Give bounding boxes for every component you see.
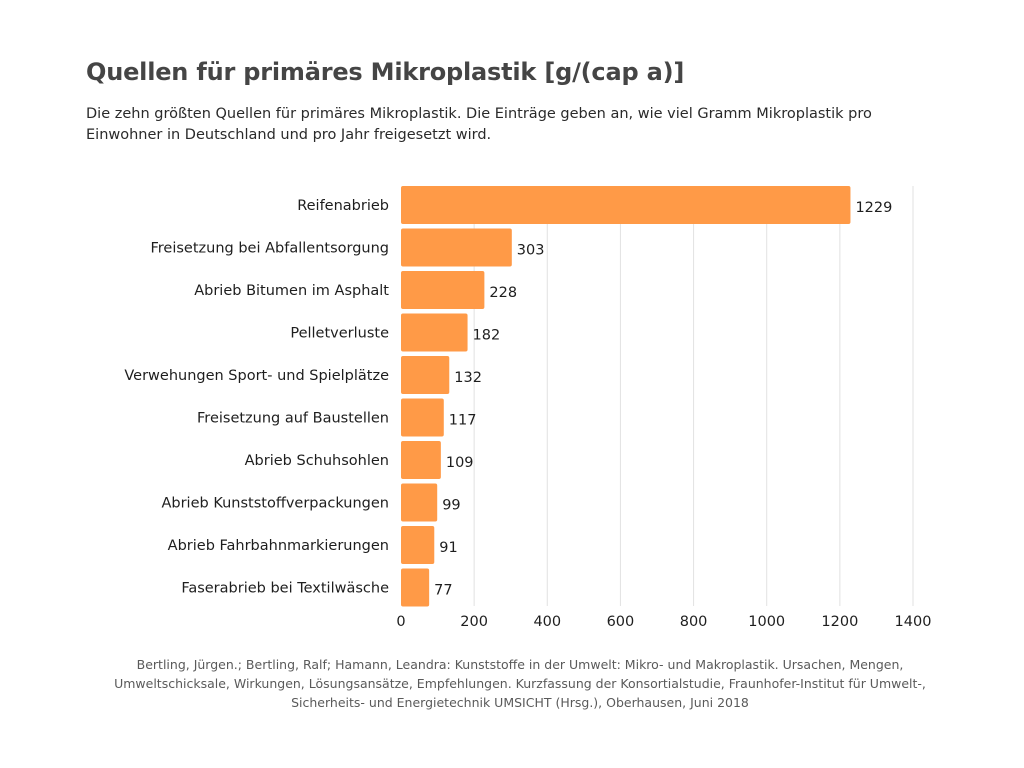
- x-tick-label: 1000: [748, 614, 785, 630]
- category-label: Abrieb Fahrbahnmarkierungen: [168, 538, 389, 554]
- gridlines: [473, 186, 914, 606]
- category-label: Pelletverluste: [290, 326, 389, 342]
- x-tick-label: 800: [680, 614, 708, 630]
- x-tick-label: 200: [460, 614, 488, 630]
- x-tick-label: 0: [396, 614, 405, 630]
- value-label: 1229: [855, 200, 892, 216]
- value-label: 77: [434, 583, 452, 599]
- chart-title: Quellen für primäres Mikroplastik [g/(ca…: [86, 58, 685, 86]
- value-label: 228: [489, 285, 517, 301]
- value-label: 117: [449, 413, 477, 429]
- value-label: 182: [473, 328, 501, 344]
- x-tick-label: 400: [533, 614, 561, 630]
- source-citation: Bertling, Jürgen.; Bertling, Ralf; Haman…: [114, 657, 926, 710]
- bar: [401, 526, 435, 564]
- bar: [401, 568, 430, 607]
- category-label: Freisetzung bei Abfallentsorgung: [151, 241, 390, 257]
- bar: [401, 313, 468, 352]
- category-labels: Reifenabrieb Freisetzung bei Abfallentsor…: [124, 198, 389, 597]
- x-tick-label: 600: [607, 614, 635, 630]
- value-labels: 1229 303 228 182 132 117 109 99 91 77: [434, 200, 892, 599]
- category-label: Verwehungen Sport- und Spielplätze: [124, 368, 389, 384]
- bar: [401, 356, 450, 394]
- bar: [401, 186, 851, 224]
- x-tick-label: 1400: [895, 614, 932, 630]
- category-label: Freisetzung auf Baustellen: [197, 411, 389, 427]
- bar: [401, 483, 438, 522]
- bar: [401, 441, 441, 479]
- category-label: Reifenabrieb: [297, 198, 389, 214]
- category-label: Abrieb Schuhsohlen: [245, 453, 389, 469]
- bar: [401, 271, 485, 309]
- value-label: 99: [442, 498, 460, 514]
- x-axis-ticks: 0 200 400 600 800 1000 1200 1400: [396, 614, 931, 630]
- category-label: Abrieb Kunststoffverpackungen: [161, 496, 389, 512]
- bar: [401, 398, 444, 437]
- value-label: 109: [446, 455, 474, 471]
- category-label: Faserabrieb bei Textilwäsche: [181, 581, 389, 597]
- chart-subtitle: Die zehn größten Quellen für primäres Mi…: [86, 106, 872, 143]
- x-tick-label: 1200: [821, 614, 858, 630]
- category-label: Abrieb Bitumen im Asphalt: [194, 283, 389, 299]
- value-label: 303: [517, 243, 545, 259]
- value-label: 132: [454, 370, 482, 386]
- bar: [401, 228, 512, 267]
- value-label: 91: [439, 540, 457, 556]
- bars: [401, 186, 851, 607]
